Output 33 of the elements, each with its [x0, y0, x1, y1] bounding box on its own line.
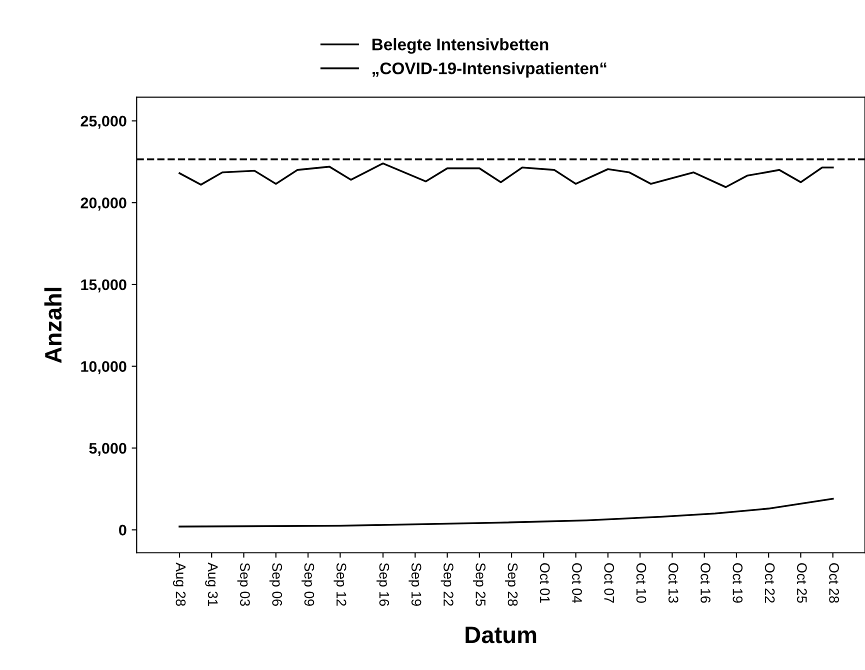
line-series: [178, 498, 834, 528]
x-tick-label: Sep 28: [505, 563, 518, 606]
x-axis-title: Datum: [466, 626, 536, 644]
x-tick-label: Sep 09: [302, 563, 314, 606]
x-tick-label: Oct 07: [604, 563, 614, 603]
x-tick-label: Oct 01: [540, 563, 550, 603]
legend-label: „COVID-19-Intensivpatienten“: [372, 62, 606, 78]
x-tick-label: Sep 12: [334, 563, 346, 606]
y-tick-label: 15,000: [81, 279, 126, 292]
x-tick-label: Oct 28: [829, 563, 839, 603]
x-tick-label: Sep 16: [376, 563, 390, 606]
x-tick-label: Sep 03: [237, 563, 250, 606]
legend-label: Belegte Intensivbetten: [372, 38, 548, 54]
x-tick-label: Oct 19: [732, 563, 743, 603]
y-tick-label: 0: [119, 524, 126, 536]
y-tick-label: 5,000: [89, 442, 126, 456]
x-tick-label: Aug 31: [205, 562, 218, 606]
x-tick-label: Oct 04: [572, 563, 582, 603]
x-tick-label: Oct 25: [797, 563, 807, 603]
x-tick-label: Sep 06: [269, 563, 282, 606]
x-tick-label: Sep 22: [440, 563, 454, 606]
y-tick-label: 10,000: [81, 361, 126, 374]
x-tick-label: Oct 10: [636, 563, 646, 603]
line-series: [178, 162, 834, 188]
y-tick-label: 20,000: [80, 198, 126, 211]
y-axis-title: Anzahl: [44, 288, 62, 364]
x-tick-label: Sep 19: [408, 563, 422, 606]
y-tick-label: 25,000: [80, 116, 126, 129]
x-tick-label: Oct 16: [700, 563, 710, 603]
x-tick-label: Oct 13: [668, 563, 678, 603]
x-tick-label: Oct 22: [764, 563, 775, 603]
x-tick-label: Aug 28: [173, 562, 186, 606]
x-tick-label: Sep 25: [472, 563, 486, 606]
